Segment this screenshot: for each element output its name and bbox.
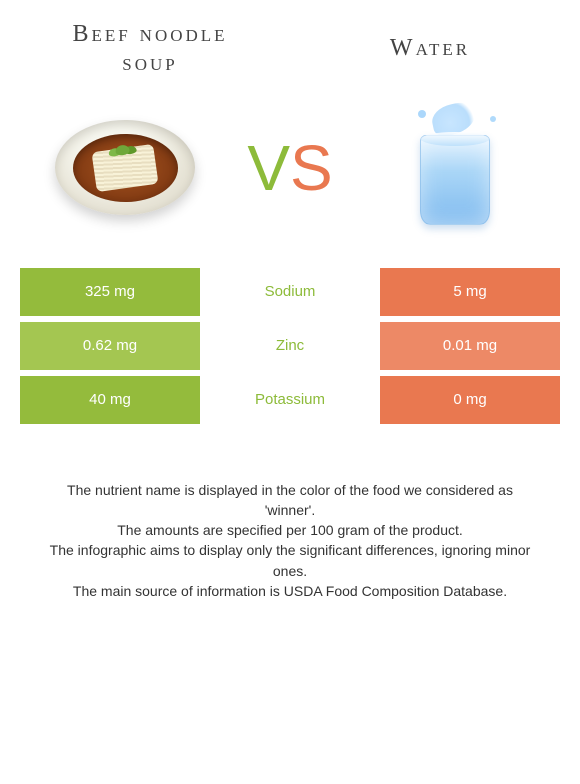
footer-line-2: The amounts are specified per 100 gram o… (40, 520, 540, 540)
vs-v: V (247, 132, 290, 204)
left-value: 325 mg (20, 268, 200, 316)
water-image (380, 108, 530, 228)
footer-notes: The nutrient name is displayed in the co… (0, 430, 580, 602)
table-row: 325 mgSodium5 mg (20, 268, 560, 316)
right-value: 0.01 mg (380, 322, 560, 370)
nutrient-name: Zinc (200, 322, 380, 370)
table-row: 40 mgPotassium0 mg (20, 376, 560, 424)
right-value: 5 mg (380, 268, 560, 316)
left-value: 0.62 mg (20, 322, 200, 370)
title-left: Beef noodle soup (50, 20, 250, 78)
left-value: 40 mg (20, 376, 200, 424)
nutrient-name: Potassium (200, 376, 380, 424)
footer-line-3: The infographic aims to display only the… (40, 540, 540, 581)
table-row: 0.62 mgZinc0.01 mg (20, 322, 560, 370)
vs-label: VS (247, 131, 332, 205)
soup-image (50, 108, 200, 228)
header: Beef noodle soup Water (0, 0, 580, 88)
images-row: VS (0, 88, 580, 268)
right-value: 0 mg (380, 376, 560, 424)
footer-line-1: The nutrient name is displayed in the co… (40, 480, 540, 521)
vs-s: S (290, 132, 333, 204)
title-right: Water (330, 34, 530, 63)
comparison-table: 325 mgSodium5 mg 0.62 mgZinc0.01 mg 40 mgP… (0, 268, 580, 424)
nutrient-name: Sodium (200, 268, 380, 316)
footer-line-4: The main source of information is USDA F… (40, 581, 540, 601)
